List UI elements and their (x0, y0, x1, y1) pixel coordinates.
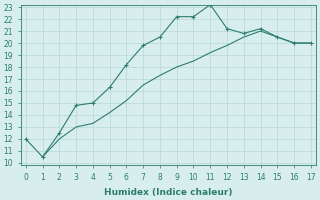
X-axis label: Humidex (Indice chaleur): Humidex (Indice chaleur) (104, 188, 233, 197)
